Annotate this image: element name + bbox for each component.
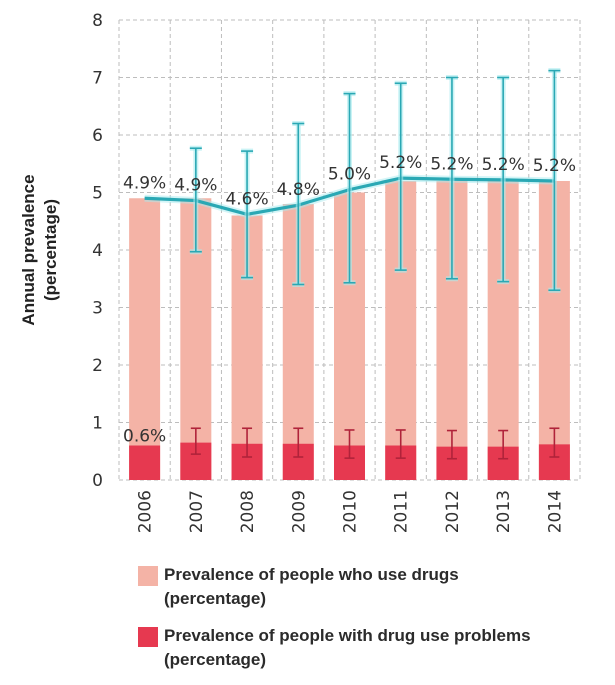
legend: Prevalence of people who use drugs (perc… [138,563,615,685]
y-tick-label: 1 [92,414,103,434]
drug-problem-bars [129,442,570,480]
data-label-drug-use: 4.9% [174,176,217,196]
drug-problem-error-bars [190,427,560,460]
x-tick-label: 2010 [341,490,361,533]
legend-label-drug-use: Prevalence of people who use drugs (perc… [164,565,459,608]
data-label-drug-problems: 0.6% [123,427,166,447]
data-label-drug-use: 5.0% [328,165,371,185]
x-tick-label: 2007 [187,490,207,533]
y-tick-label: 8 [92,11,103,31]
bar-drug-use [129,198,161,480]
y-tick-label: 6 [92,126,103,146]
y-axis-ticks: 0 1 2 3 4 5 6 7 8 [92,11,103,491]
legend-swatch-drug-use [138,566,158,586]
x-tick-label: 2011 [392,490,412,533]
x-tick-label: 2008 [238,490,258,533]
y-tick-label: 5 [92,184,103,204]
y-axis-label: Annual prevalence (percentage) [19,174,60,325]
y-axis-label-line: (percentage) [41,199,60,301]
y-tick-label: 2 [92,356,103,376]
legend-swatch-drug-problems [138,627,158,647]
y-axis-title: Annual prevalence (percentage) [19,174,60,325]
error-bar-drug-use [497,75,510,285]
x-tick-label: 2013 [494,490,514,533]
data-label-drug-use: 4.8% [277,180,320,200]
data-label-drug-use: 4.6% [225,189,268,209]
y-axis-label-line: Annual prevalence [19,174,38,325]
error-bar-drug-problems [242,427,253,458]
y-tick-label: 7 [92,69,103,89]
error-bar-drug-use [445,75,458,282]
error-bar-drug-use [343,91,356,286]
legend-item-drug-problems: Prevalence of people with drug use probl… [138,624,615,672]
error-bar-drug-use [189,145,202,255]
error-bar-drug-problems [293,427,304,458]
error-bar-drug-problems [344,429,355,459]
error-bar-drug-use [548,68,561,293]
bar-drug-problems [129,445,161,480]
data-label-drug-use: 5.2% [533,156,576,176]
x-tick-label: 2014 [545,490,565,533]
data-label-drug-use: 5.2% [430,154,473,174]
legend-label-drug-problems: Prevalence of people with drug use probl… [164,626,531,669]
y-tick-label: 3 [92,299,103,319]
error-bar-drug-use [241,148,254,281]
x-tick-label: 2009 [289,490,309,533]
x-tick-label: 2012 [443,490,463,533]
data-label-drug-use: 5.2% [379,153,422,173]
error-bar-drug-problems [446,429,457,460]
y-tick-label: 4 [92,241,103,261]
drug-use-error-bars [189,68,561,293]
error-bar-drug-use [394,80,407,273]
error-bar-drug-problems [549,427,560,458]
prevalence-chart: Annual prevalence (percentage) 012345678 … [19,11,581,533]
legend-item-drug-use: Prevalence of people who use drugs (perc… [138,563,615,611]
error-bar-drug-problems [498,429,509,460]
x-tick-label: 2006 [136,490,156,533]
error-bar-drug-problems [395,429,406,459]
data-label-drug-use: 5.2% [482,155,525,175]
data-label-drug-use: 4.9% [123,173,166,193]
data-labels: 4.9% 0.6% 4.9% 4.6% 4.8% 5.0% 5.2% 5.2% 5.2% 5.2% [123,153,576,446]
error-bar-drug-problems [190,427,201,455]
x-axis-ticks: 2006 2007 2008 2009 2010 2011 2012 2013 2014 [136,490,566,533]
error-bar-drug-use [292,121,305,287]
y-tick-label: 0 [92,471,103,491]
